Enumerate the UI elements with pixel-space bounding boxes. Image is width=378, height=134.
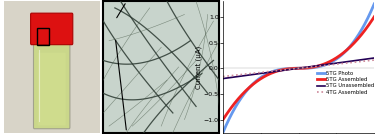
FancyBboxPatch shape	[34, 42, 70, 129]
Polygon shape	[4, 1, 100, 133]
Legend: 5TG Photo, 5TG Assembled, 5TG Unassembled, 4TG Assembled: 5TG Photo, 5TG Assembled, 5TG Unassemble…	[315, 69, 377, 97]
Bar	[37, 28, 49, 45]
Y-axis label: Current (μA): Current (μA)	[196, 45, 202, 89]
Polygon shape	[103, 1, 219, 133]
FancyBboxPatch shape	[38, 53, 66, 125]
FancyBboxPatch shape	[31, 13, 73, 45]
